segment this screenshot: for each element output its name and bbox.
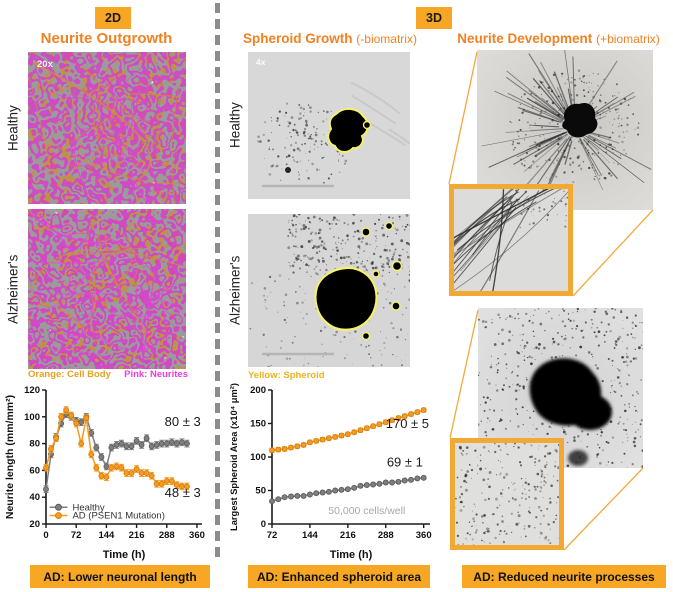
row-label-alzheimers-3d: Alzheimer's	[227, 255, 243, 326]
inset-connector	[449, 309, 479, 439]
svg-text:Neurite length (mm/mm²): Neurite length (mm/mm²)	[4, 395, 16, 519]
svg-text:AD (PSEN1 Mutation): AD (PSEN1 Mutation)	[72, 511, 164, 522]
svg-text:120: 120	[24, 385, 40, 396]
svg-text:Largest Spheroid Area (x10⁴ μm: Largest Spheroid Area (x10⁴ μm²)	[229, 383, 239, 531]
neurite-length-chart: 0 72 144 216 288 360 20 40 60 80 100 120 Time (h) Neu…	[4, 385, 205, 561]
svg-text:216: 216	[129, 530, 145, 541]
svg-text:288: 288	[159, 530, 175, 541]
svg-text:69 ± 1: 69 ± 1	[387, 454, 423, 469]
left-banner: AD: Lower neuronal length	[30, 565, 210, 588]
svg-text:0: 0	[261, 519, 266, 530]
right-title-suffix: (+biomatrix)	[596, 32, 660, 46]
svg-text:Healthy: Healthy	[72, 502, 104, 513]
badge-2d: 2D	[95, 7, 131, 29]
svg-text:72: 72	[71, 530, 82, 541]
small-spheroid	[362, 120, 372, 130]
magnification-label: 4x	[256, 57, 266, 67]
neurite-development-bottom-inset	[450, 438, 564, 550]
svg-text:80 ± 3: 80 ± 3	[165, 414, 201, 429]
svg-text:40: 40	[29, 492, 40, 503]
caption-cell-body: Orange: Cell Body	[28, 369, 111, 380]
spheroid-area-chart: 72 144 216 288 360 0 50 100 150 200 Time (h) Larges…	[229, 383, 432, 561]
svg-text:80: 80	[29, 439, 40, 450]
alzheimers-2d-image	[28, 209, 186, 369]
left-column-title: Neurite Outgrowth	[40, 30, 173, 47]
badge-3d: 3D	[416, 7, 452, 29]
spheroid-healthy	[327, 108, 369, 153]
svg-text:60: 60	[29, 465, 40, 476]
small-spheroids	[361, 221, 403, 341]
svg-text:200: 200	[250, 385, 266, 396]
inset-connector	[563, 467, 644, 551]
row-label-alzheimers-2d: Alzheimer's	[5, 254, 21, 324]
neurite-development-top-panel	[448, 50, 654, 297]
svg-text:Time (h): Time (h)	[330, 549, 373, 561]
alzheimers-spheroid-image	[248, 214, 410, 367]
left-caption: Orange: Cell Body Pink: Neurites	[28, 369, 188, 380]
neurite-development-top-inset	[449, 184, 573, 296]
svg-text:360: 360	[189, 530, 205, 541]
svg-text:48 ± 3: 48 ± 3	[165, 485, 201, 500]
svg-text:170 ± 5: 170 ± 5	[386, 416, 429, 431]
svg-text:100: 100	[24, 412, 40, 423]
healthy-2d-image: 20x	[28, 52, 186, 204]
middle-column-title: Spheroid Growth (-biomatrix)	[216, 31, 444, 46]
svg-text:100: 100	[250, 452, 266, 463]
spheroid-ad	[314, 266, 378, 331]
inset-connector	[448, 51, 478, 185]
inset-connector	[572, 209, 654, 297]
svg-text:216: 216	[340, 530, 356, 541]
spheroid-core	[529, 358, 612, 466]
inset-border	[450, 438, 564, 550]
middle-caption: Yellow: Spheroid	[248, 370, 410, 381]
svg-text:Time (h): Time (h)	[103, 549, 146, 561]
svg-text:150: 150	[250, 419, 266, 430]
neurite-strands	[28, 211, 185, 367]
svg-text:288: 288	[378, 530, 394, 541]
right-title-main: Neurite Development	[457, 31, 593, 46]
svg-text:50,000 cells/well: 50,000 cells/well	[328, 505, 405, 517]
svg-text:360: 360	[416, 530, 432, 541]
svg-text:144: 144	[302, 530, 319, 541]
magnification-label: 20x	[37, 59, 54, 70]
neurite-strands	[28, 52, 184, 203]
caption-spheroid: Yellow: Spheroid	[248, 370, 325, 381]
svg-text:72: 72	[267, 530, 278, 541]
middle-title-suffix: (-biomatrix)	[356, 32, 417, 46]
svg-text:0: 0	[43, 530, 48, 541]
neurite-development-top-image	[477, 50, 653, 210]
healthy-spheroid-image: 4x	[248, 52, 410, 199]
svg-text:20: 20	[29, 519, 40, 530]
neurite-development-bottom-panel	[449, 308, 644, 551]
middle-banner: AD: Enhanced spheroid area	[248, 565, 430, 588]
section-divider	[215, 3, 220, 559]
spheroid-core	[562, 102, 598, 138]
svg-text:144: 144	[98, 530, 115, 541]
row-label-healthy-2d: Healthy	[5, 105, 21, 151]
row-label-healthy-3d: Healthy	[227, 102, 243, 149]
caption-neurites: Pink: Neurites	[124, 369, 188, 380]
svg-text:50: 50	[255, 486, 266, 497]
right-column-title: Neurite Development (+biomatrix)	[444, 31, 673, 46]
middle-title-main: Spheroid Growth	[243, 31, 353, 46]
inset-border	[449, 184, 573, 296]
right-banner: AD: Reduced neurite processes	[462, 565, 666, 588]
